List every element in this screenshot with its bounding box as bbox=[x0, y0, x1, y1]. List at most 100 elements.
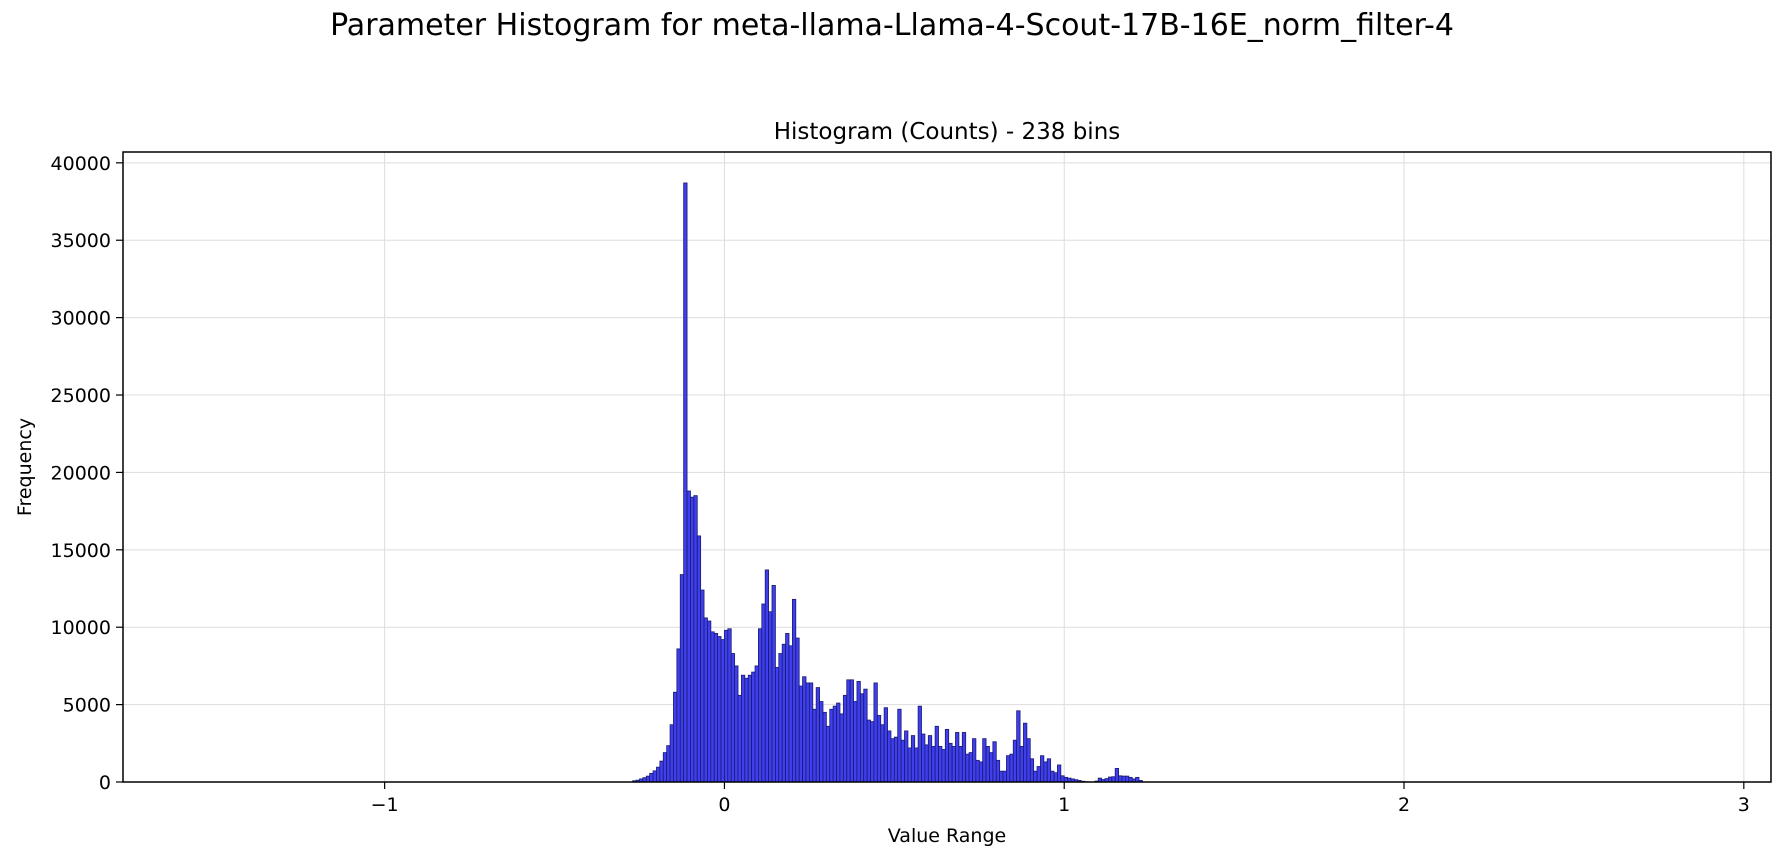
histogram-bar bbox=[659, 760, 664, 783]
histogram-bar bbox=[808, 682, 814, 783]
histogram-bar bbox=[679, 574, 685, 783]
histogram-bar bbox=[741, 674, 746, 783]
histogram-bar bbox=[1057, 764, 1062, 783]
histogram-bar bbox=[897, 708, 902, 783]
x-tick-label: 3 bbox=[1738, 794, 1750, 816]
histogram-bar bbox=[666, 745, 671, 783]
histogram-bar bbox=[832, 705, 837, 783]
y-tick-label: 25000 bbox=[51, 385, 111, 407]
histogram-bar bbox=[645, 775, 651, 783]
grid-layer bbox=[123, 152, 1771, 783]
histogram-bar bbox=[676, 648, 681, 783]
histogram-bar bbox=[880, 724, 885, 783]
histogram-bar bbox=[669, 724, 674, 783]
histogram-bar bbox=[849, 679, 854, 783]
histogram-bar bbox=[1009, 753, 1014, 783]
histogram-bar bbox=[863, 688, 868, 783]
histogram-bar bbox=[683, 182, 688, 783]
histogram-bar bbox=[904, 730, 909, 783]
histogram-bar bbox=[754, 665, 759, 783]
histogram-bar bbox=[700, 589, 705, 783]
histogram-bar bbox=[1002, 770, 1007, 783]
histogram-bar bbox=[727, 628, 732, 783]
histogram-bar bbox=[802, 676, 807, 783]
histogram-bar bbox=[1114, 767, 1119, 783]
histogram-bar bbox=[1019, 745, 1024, 783]
histogram-bar bbox=[873, 682, 878, 783]
histogram-bar bbox=[690, 496, 695, 783]
histogram-bar bbox=[893, 736, 899, 783]
figure-suptitle: Parameter Histogram for meta-llama-Llama… bbox=[330, 8, 1454, 43]
histogram-bar bbox=[914, 747, 919, 783]
histogram-bar bbox=[870, 721, 875, 783]
histogram-bar bbox=[927, 735, 933, 783]
histogram-bar bbox=[1023, 722, 1028, 783]
x-tick-label: −1 bbox=[371, 794, 399, 816]
y-tick-label: 10000 bbox=[51, 617, 111, 639]
histogram-bar bbox=[972, 738, 977, 783]
histogram-bar bbox=[846, 679, 851, 783]
plot-title: Histogram (Counts) - 238 bins bbox=[774, 119, 1121, 145]
histogram-bar bbox=[825, 725, 831, 783]
histogram-bar bbox=[883, 707, 888, 783]
histogram-bar bbox=[734, 665, 739, 783]
ticks-layer: −1 0 1 2 3 0 5000 10000 15000 20000 25000 30000 3500… bbox=[51, 153, 1750, 816]
histogram-bar bbox=[1036, 766, 1041, 783]
histogram-bar bbox=[791, 598, 797, 783]
histogram-bar bbox=[938, 745, 943, 783]
histogram-bar bbox=[747, 674, 753, 783]
histogram-bar bbox=[948, 742, 953, 783]
histogram-bar bbox=[985, 745, 990, 783]
histogram-bar bbox=[761, 603, 766, 783]
histogram-bar bbox=[968, 752, 973, 783]
histogram-bar bbox=[1121, 775, 1126, 783]
y-axis-title: Frequency bbox=[14, 418, 36, 516]
histogram-bar bbox=[724, 629, 729, 783]
histogram-bar bbox=[730, 653, 736, 783]
histogram-bar bbox=[975, 759, 980, 783]
y-tick-label: 15000 bbox=[51, 540, 111, 562]
histogram-bar bbox=[758, 628, 763, 783]
histogram-bar bbox=[941, 749, 946, 783]
histogram-bar bbox=[764, 569, 770, 783]
histogram-bar bbox=[1124, 775, 1130, 783]
histogram-bar bbox=[995, 759, 1001, 783]
histogram-bar bbox=[965, 753, 970, 783]
histogram-bar bbox=[961, 732, 967, 783]
histogram-bar bbox=[1053, 772, 1058, 783]
histogram-bar bbox=[819, 701, 824, 783]
x-tick-label: 2 bbox=[1398, 794, 1410, 816]
histogram-bar bbox=[921, 733, 926, 783]
histogram-bar bbox=[931, 745, 936, 783]
histogram-bar bbox=[737, 694, 742, 783]
histogram-bar bbox=[652, 770, 657, 783]
histogram-bar bbox=[822, 711, 827, 783]
histogram-bar bbox=[693, 495, 698, 783]
histogram-bar bbox=[1012, 739, 1018, 783]
histogram-bar bbox=[720, 639, 725, 783]
histogram-bar bbox=[924, 744, 929, 783]
histogram-bar bbox=[934, 725, 939, 783]
histogram-bar bbox=[778, 653, 783, 783]
histogram-bar bbox=[1026, 738, 1031, 783]
histogram-bar bbox=[890, 738, 895, 783]
histogram-bar bbox=[703, 617, 708, 783]
y-tick-label: 20000 bbox=[51, 462, 111, 484]
histogram-bar bbox=[717, 636, 722, 783]
histogram-bar bbox=[1050, 770, 1055, 783]
histogram-bar bbox=[696, 535, 702, 783]
histogram-bar bbox=[944, 728, 950, 783]
histogram-bar bbox=[662, 752, 668, 783]
histogram-bar bbox=[955, 732, 960, 783]
histogram-bar bbox=[951, 745, 956, 783]
histogram-bar bbox=[910, 735, 916, 783]
histogram-bar bbox=[1040, 755, 1045, 783]
histogram-bar bbox=[842, 694, 848, 783]
histogram-bar bbox=[989, 752, 994, 783]
histogram-bar bbox=[859, 693, 865, 783]
histogram-bar bbox=[829, 708, 834, 783]
y-tick-label: 30000 bbox=[51, 308, 111, 330]
histogram-bar bbox=[805, 682, 810, 783]
histogram-bar bbox=[887, 730, 892, 783]
